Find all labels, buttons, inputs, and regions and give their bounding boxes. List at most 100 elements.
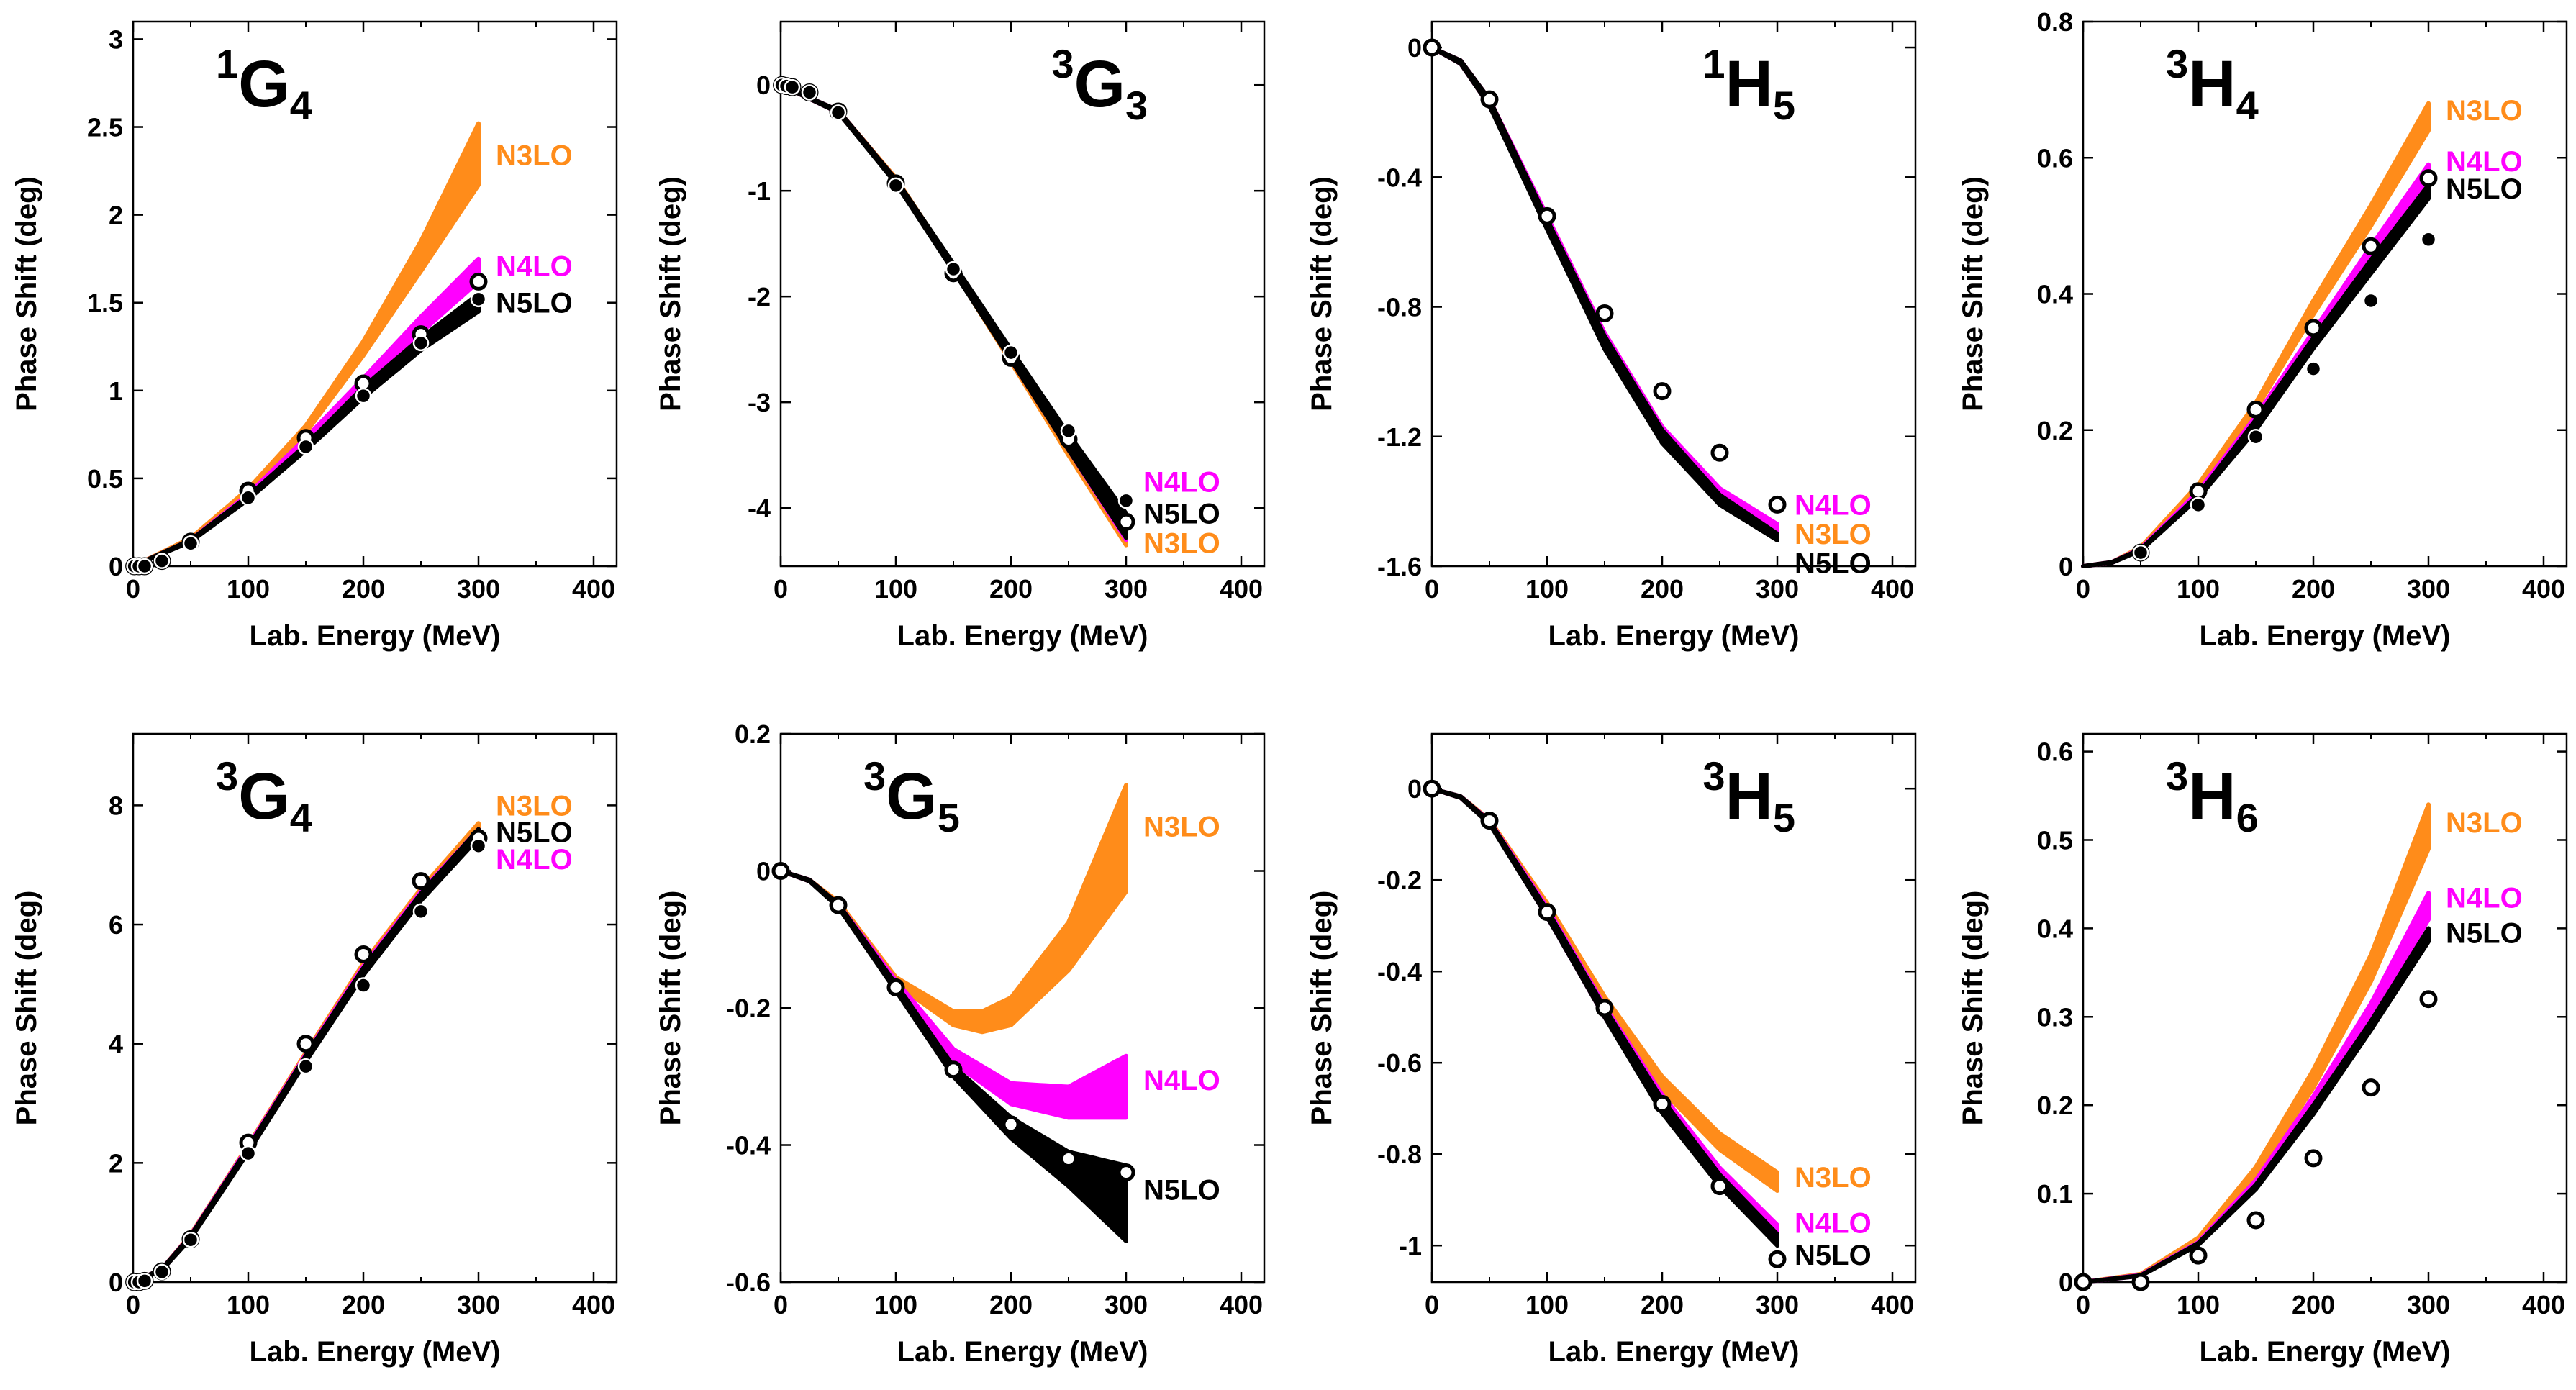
data-point-open — [2246, 1211, 2265, 1230]
data-point-open — [2304, 1149, 2323, 1168]
label-n5lo: N5LO — [496, 817, 573, 849]
x-tick-label: 100 — [2177, 574, 2220, 604]
y-tick-label: 0.3 — [2037, 1002, 2073, 1032]
data-point-open — [2304, 319, 2323, 337]
data-point-filled — [2132, 544, 2149, 561]
y-tick-label: -0.4 — [1377, 163, 1422, 192]
x-tick-label: 100 — [874, 1290, 917, 1319]
title-letter: G — [238, 47, 290, 121]
y-tick-label: -0.2 — [726, 994, 771, 1023]
data-point-open — [2419, 990, 2438, 1009]
y-tick-label: 8 — [109, 791, 123, 820]
x-tick-label: 200 — [2292, 1290, 2335, 1319]
data-point-open — [1768, 1250, 1787, 1268]
label-n5lo: N5LO — [1143, 1174, 1220, 1206]
panel-1G4: 0 100 200 300 400 0 0.5 1 1.5 2 2.5 3 Lab. Energy (M… — [11, 20, 618, 652]
data-point-filled — [1060, 422, 1077, 440]
y-tick-label: -0.4 — [726, 1131, 771, 1160]
y-tick-label: 0 — [2059, 552, 2073, 581]
title-letter: H — [1725, 760, 1772, 833]
panel-title: 1H5 — [1702, 41, 1795, 128]
data-point-filled — [2362, 292, 2380, 309]
title-superscript: 3 — [863, 753, 886, 799]
y-tick-label: -0.6 — [726, 1268, 771, 1297]
y-tick-label: 0 — [109, 1268, 123, 1297]
x-tick-label: 100 — [874, 574, 917, 604]
y-tick-label: 0.1 — [2037, 1179, 2073, 1209]
x-tick-label: 400 — [572, 574, 615, 604]
x-axis-label: Lab. Energy (MeV) — [250, 1336, 501, 1368]
x-tick-label: 400 — [1871, 574, 1914, 604]
title-superscript: 1 — [216, 41, 238, 86]
data-point-open — [1595, 999, 1614, 1017]
y-tick-label: -0.4 — [1377, 957, 1422, 986]
x-axis-label: Lab. Energy (MeV) — [250, 620, 501, 652]
data-point-filled — [2305, 360, 2322, 377]
panel-title: 3H4 — [2166, 41, 2259, 128]
panel-1H5: 0 100 200 300 400 -1.6 -1.2 -0.8 -0.4 0 Lab. Energ… — [1306, 20, 1917, 652]
data-point-open — [1002, 1115, 1020, 1134]
data-point-filled — [470, 291, 487, 308]
title-superscript: 3 — [1702, 753, 1725, 799]
data-point-filled — [2247, 428, 2264, 445]
panel-title: 3G3 — [1051, 41, 1148, 128]
band-n4lo — [2081, 162, 2431, 568]
x-tick-label: 100 — [2177, 1290, 2220, 1319]
y-tick-label: 1.5 — [87, 289, 123, 318]
y-tick-label: -2 — [748, 282, 771, 312]
title-subscript: 4 — [290, 795, 312, 840]
y-tick-label: 2 — [109, 1148, 123, 1178]
data-point-filled — [945, 260, 962, 278]
title-subscript: 5 — [938, 795, 960, 840]
x-tick-label: 300 — [2407, 1290, 2450, 1319]
title-subscript: 4 — [2236, 83, 2259, 128]
plot-frame — [1430, 732, 1917, 1284]
x-tick-label: 0 — [774, 574, 788, 604]
title-subscript: 3 — [1125, 83, 1148, 128]
title-superscript: 3 — [216, 753, 238, 799]
panel-title: 3G5 — [863, 753, 960, 840]
x-tick-label: 200 — [989, 574, 1033, 604]
data-point-filled — [830, 104, 847, 121]
label-n5lo: N5LO — [1143, 499, 1220, 530]
label-n4lo: N4LO — [1795, 489, 1872, 521]
title-letter: G — [1074, 47, 1125, 121]
data-point-filled — [355, 977, 372, 994]
x-tick-label: 0 — [2076, 574, 2090, 604]
y-tick-label: 0 — [2059, 1268, 2073, 1297]
data-point-open — [1059, 1150, 1078, 1168]
x-axis-label: Lab. Energy (MeV) — [897, 1336, 1148, 1368]
x-tick-label: 100 — [227, 1290, 270, 1319]
data-point-filled — [240, 1145, 257, 1162]
data-point-open — [2362, 237, 2380, 255]
y-axis-label: Phase Shift (deg) — [655, 891, 686, 1126]
x-tick-label: 0 — [126, 1290, 140, 1319]
y-tick-label: -0.2 — [1377, 866, 1422, 895]
plot-frame — [132, 20, 618, 568]
y-tick-label: 2 — [109, 201, 123, 230]
panel-title: 1G4 — [216, 41, 312, 128]
title-letter: H — [1725, 47, 1772, 121]
y-tick-label: 4 — [109, 1030, 123, 1059]
data-point-open — [2246, 400, 2265, 419]
label-n3lo: N3LO — [496, 790, 573, 822]
data-point-filled — [297, 1058, 314, 1075]
x-axis-label: Lab. Energy (MeV) — [1548, 1336, 1800, 1368]
data-point-open — [1480, 90, 1499, 109]
data-point-open — [1595, 304, 1614, 323]
y-axis-label: Phase Shift (deg) — [1957, 176, 1989, 412]
title-superscript: 3 — [1051, 41, 1074, 86]
x-tick-label: 0 — [2076, 1290, 2090, 1319]
y-tick-label: 0 — [1407, 774, 1422, 804]
x-tick-label: 0 — [1425, 1290, 1439, 1319]
data-point-open — [354, 945, 373, 963]
x-tick-label: 0 — [1425, 574, 1439, 604]
data-point-filled — [297, 438, 314, 455]
x-tick-label: 100 — [1525, 574, 1569, 604]
data-point-filled — [801, 84, 818, 101]
y-tick-label: 0 — [109, 552, 123, 581]
title-subscript: 4 — [290, 83, 312, 128]
x-tick-label: 300 — [1105, 1290, 1148, 1319]
panel-title: 3H5 — [1702, 753, 1795, 840]
